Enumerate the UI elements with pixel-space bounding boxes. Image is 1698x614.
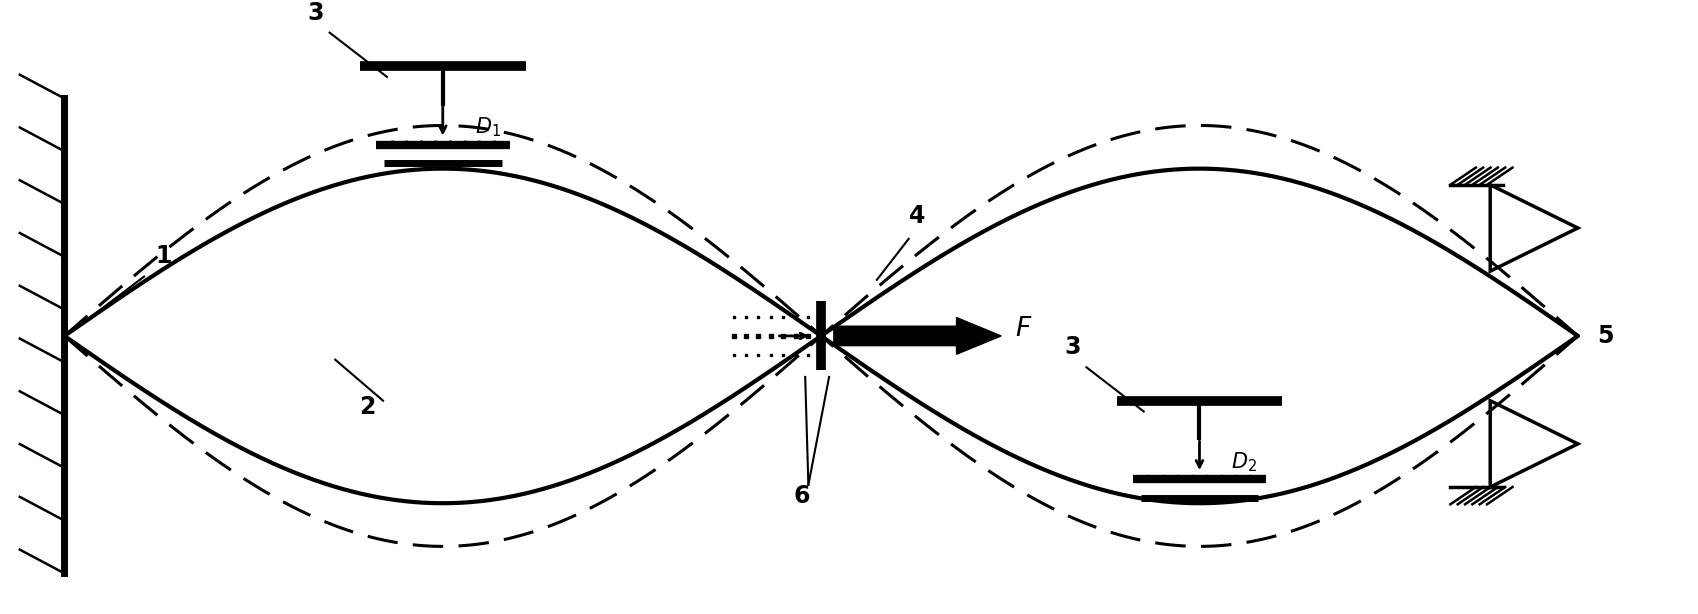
Text: 3: 3	[307, 1, 324, 25]
FancyArrow shape	[834, 317, 1002, 354]
Text: 6: 6	[793, 484, 810, 508]
Text: 5: 5	[1596, 324, 1613, 348]
Text: 2: 2	[360, 395, 375, 419]
Text: 1: 1	[155, 244, 171, 268]
Text: 4: 4	[908, 204, 925, 228]
Text: $D_1$: $D_1$	[475, 116, 501, 139]
Text: 3: 3	[1065, 335, 1080, 359]
Text: $D_2$: $D_2$	[1231, 451, 1257, 474]
Text: $\mathit{F}$: $\mathit{F}$	[1015, 316, 1032, 343]
